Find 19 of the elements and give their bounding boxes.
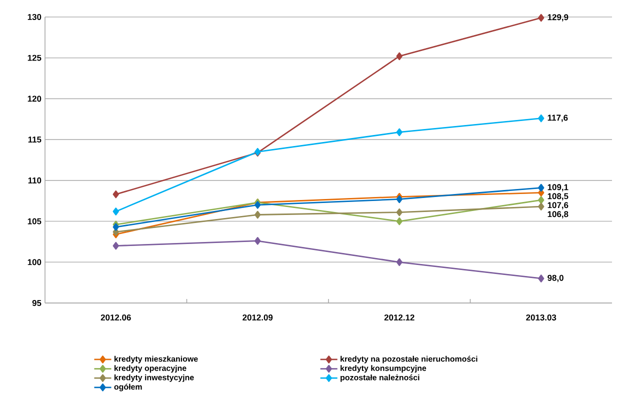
data-label: 129,9 (548, 14, 568, 22)
y-tick-label: 125 (28, 54, 42, 61)
x-tick-label: 2013.03 (526, 314, 556, 320)
y-tick-label: 130 (28, 14, 42, 20)
x-tick-label: 2012.09 (242, 314, 273, 320)
data-label: 98,0 (548, 274, 564, 282)
y-tick-label: 115 (28, 136, 42, 143)
data-label: 106,8 (548, 211, 568, 218)
data-label: 109,1 (548, 184, 568, 192)
y-tick-label: 100 (28, 259, 42, 266)
x-tick-label: 2012.12 (384, 314, 414, 320)
y-tick-label: 95 (32, 300, 42, 306)
y-tick-label: 120 (28, 96, 42, 102)
data-label: 107,6 (548, 202, 568, 210)
y-tick-label: 110 (28, 177, 42, 184)
x-tick-label: 2012.06 (100, 314, 131, 320)
y-tick-label: 105 (28, 218, 42, 224)
data-label: 117,6 (548, 114, 568, 122)
data-label: 108,5 (548, 193, 568, 200)
